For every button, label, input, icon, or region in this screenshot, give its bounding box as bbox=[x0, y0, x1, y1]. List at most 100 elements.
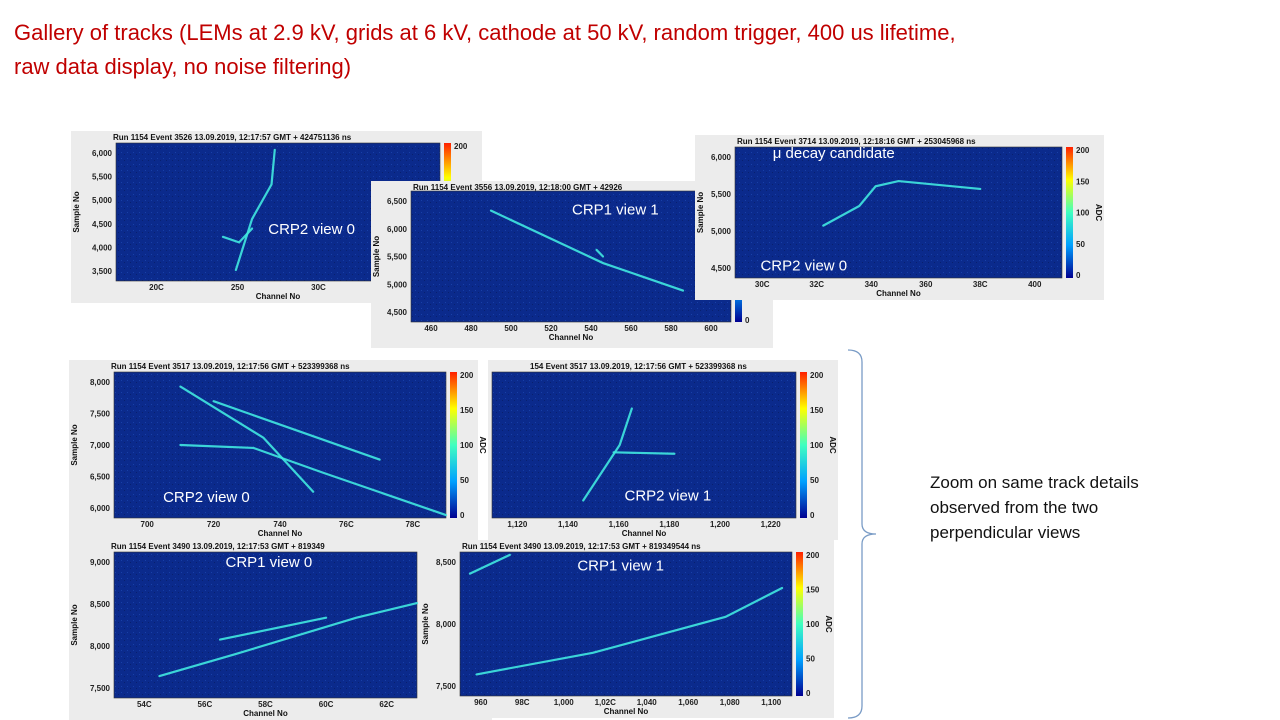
x-tick-label: 360 bbox=[919, 280, 933, 289]
plot-area bbox=[410, 190, 732, 323]
x-tick-label: 1,220 bbox=[761, 520, 782, 529]
x-axis-title: Channel No bbox=[876, 289, 921, 298]
x-tick-label: 58C bbox=[258, 700, 273, 709]
x-tick-label: 600 bbox=[704, 324, 718, 333]
x-axis-title: Channel No bbox=[622, 529, 667, 538]
x-axis-title: Channel No bbox=[256, 292, 301, 301]
colorbar-tick-label: 200 bbox=[810, 371, 824, 380]
x-tick-label: 76C bbox=[339, 520, 354, 529]
colorbar-tick-label: 100 bbox=[460, 441, 474, 450]
x-tick-label: 62C bbox=[379, 700, 394, 709]
colorbar-title: ADC bbox=[824, 615, 833, 633]
colorbar-tick-label: 0 bbox=[460, 511, 465, 520]
x-tick-label: 1,080 bbox=[720, 698, 741, 707]
track bbox=[179, 385, 315, 493]
panel-header: 154 Event 3517 13.09.2019, 12:17:56 GMT … bbox=[530, 362, 747, 371]
side-note: observed from the two bbox=[930, 498, 1098, 517]
x-tick-label: 400 bbox=[1028, 280, 1042, 289]
y-tick-label: 7,500 bbox=[90, 410, 111, 419]
x-tick-label: 32C bbox=[809, 280, 824, 289]
colorbar bbox=[800, 372, 807, 518]
x-tick-label: 580 bbox=[664, 324, 678, 333]
y-tick-label: 4,000 bbox=[92, 243, 113, 252]
colorbar-tick-label: 200 bbox=[460, 371, 474, 380]
view-label: CRP2 view 0 bbox=[163, 489, 250, 506]
colorbar-tick-label: 200 bbox=[806, 551, 820, 560]
side-note: Zoom on same track details bbox=[930, 473, 1139, 492]
y-tick-label: 7,500 bbox=[436, 682, 457, 691]
y-tick-label: 4,500 bbox=[387, 308, 408, 317]
x-tick-label: 38C bbox=[973, 280, 988, 289]
colorbar-tick-label: 100 bbox=[810, 441, 824, 450]
x-tick-label: 520 bbox=[544, 324, 558, 333]
track bbox=[468, 553, 511, 575]
x-tick-label: 500 bbox=[504, 324, 518, 333]
event-display: 154 Event 3517 13.09.2019, 12:17:56 GMT … bbox=[488, 360, 838, 540]
y-tick-label: 7,500 bbox=[90, 684, 111, 693]
track bbox=[234, 148, 276, 272]
x-tick-label: 250 bbox=[231, 283, 245, 292]
track bbox=[218, 616, 328, 641]
x-axis-title: Channel No bbox=[243, 709, 288, 718]
colorbar-tick-label: 150 bbox=[1076, 177, 1090, 186]
y-tick-label: 5,000 bbox=[711, 227, 732, 236]
panel-header: Run 1154 Event 3517 13.09.2019, 12:17:56… bbox=[111, 362, 350, 371]
x-tick-label: 720 bbox=[207, 520, 221, 529]
track bbox=[221, 227, 254, 244]
colorbar-title: ADC bbox=[1094, 204, 1103, 222]
colorbar bbox=[796, 552, 803, 696]
x-tick-label: 960 bbox=[474, 698, 488, 707]
y-tick-label: 6,000 bbox=[92, 149, 113, 158]
slide-title: raw data display, no noise filtering) bbox=[14, 54, 351, 79]
colorbar bbox=[450, 372, 457, 518]
x-tick-label: 56C bbox=[198, 700, 213, 709]
colorbar-tick-label: 50 bbox=[806, 655, 815, 664]
x-tick-label: 340 bbox=[865, 280, 879, 289]
y-tick-label: 5,500 bbox=[92, 173, 113, 182]
y-tick-label: 5,000 bbox=[387, 280, 408, 289]
y-tick-label: 8,500 bbox=[436, 558, 457, 567]
y-tick-label: 5,500 bbox=[387, 253, 408, 262]
y-axis-title: Sample No bbox=[70, 604, 79, 645]
track bbox=[612, 451, 676, 455]
view-label: CRP1 view 1 bbox=[577, 557, 664, 574]
track bbox=[179, 443, 448, 517]
x-tick-label: 700 bbox=[141, 520, 155, 529]
view-label: CRP2 view 0 bbox=[760, 257, 847, 274]
y-axis-title: Sample No bbox=[372, 236, 381, 277]
view-label: CRP2 view 0 bbox=[268, 221, 355, 238]
x-tick-label: 480 bbox=[464, 324, 478, 333]
x-tick-label: 1,140 bbox=[558, 520, 579, 529]
colorbar-tick-label: 50 bbox=[810, 476, 819, 485]
x-tick-label: 54C bbox=[137, 700, 152, 709]
plot-area bbox=[491, 371, 797, 519]
plot-area bbox=[734, 146, 1063, 279]
x-tick-label: 1,100 bbox=[761, 698, 782, 707]
x-tick-label: 1,160 bbox=[609, 520, 630, 529]
slide-title: Gallery of tracks (LEMs at 2.9 kV, grids… bbox=[14, 20, 956, 45]
y-tick-label: 9,000 bbox=[90, 558, 111, 567]
plot-area bbox=[113, 371, 447, 519]
event-display: Run 1154 Event 3714 13.09.2019, 12:18:16… bbox=[695, 135, 1104, 300]
colorbar-tick-label: 50 bbox=[460, 476, 469, 485]
y-tick-label: 4,500 bbox=[92, 220, 113, 229]
x-tick-label: 1,180 bbox=[659, 520, 680, 529]
y-axis-title: Sample No bbox=[421, 603, 430, 644]
y-tick-label: 4,500 bbox=[711, 264, 732, 273]
x-tick-label: 1,000 bbox=[554, 698, 575, 707]
colorbar-tick-label: 200 bbox=[1076, 146, 1090, 155]
track bbox=[212, 400, 381, 461]
panels: Run 1154 Event 3526 13.09.2019, 12:17:57… bbox=[69, 131, 1104, 720]
colorbar-title: ADC bbox=[828, 436, 837, 454]
colorbar-tick-label: 0 bbox=[810, 511, 815, 520]
x-axis-title: Channel No bbox=[604, 707, 649, 716]
x-tick-label: 60C bbox=[319, 700, 334, 709]
x-tick-label: 540 bbox=[584, 324, 598, 333]
track bbox=[822, 179, 982, 227]
colorbar-title: ADC bbox=[478, 436, 487, 454]
x-axis-title: Channel No bbox=[258, 529, 303, 538]
y-tick-label: 8,000 bbox=[90, 378, 111, 387]
x-tick-label: 1,120 bbox=[507, 520, 528, 529]
colorbar-tick-label: 150 bbox=[810, 406, 824, 415]
